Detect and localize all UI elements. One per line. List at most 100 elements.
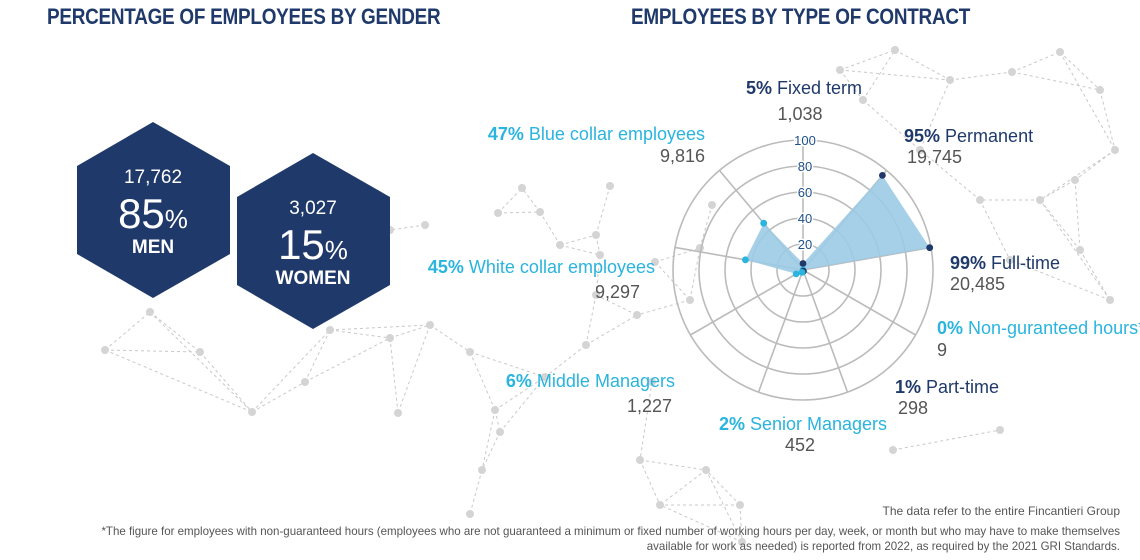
network-link <box>481 431 501 471</box>
network-node <box>146 308 154 316</box>
radar-category-pct: 47% <box>488 124 529 144</box>
radar-category-label: 2% Senior Managers <box>719 414 887 434</box>
network-link <box>559 244 601 256</box>
network-node <box>491 406 499 414</box>
network-link <box>839 69 864 101</box>
radar-category-count: 20,485 <box>950 274 1005 294</box>
network-node <box>101 346 109 354</box>
network-node <box>736 501 744 509</box>
network-link <box>949 71 1013 81</box>
network-link <box>304 329 331 383</box>
network-link <box>397 324 431 414</box>
network-node <box>421 221 429 229</box>
network-link <box>1039 179 1076 201</box>
radar-category-count: 9,297 <box>595 282 640 302</box>
women-hexagon: 3,027 15% WOMEN <box>237 153 390 329</box>
network-node <box>976 196 984 204</box>
radar-category-name: Senior Managers <box>750 414 887 434</box>
radar-spoke <box>757 269 804 393</box>
network-link <box>979 199 1011 261</box>
network-node <box>738 538 746 546</box>
network-link <box>654 261 691 301</box>
network-link <box>104 349 201 353</box>
radar-area <box>745 175 930 274</box>
network-link <box>585 294 597 346</box>
radar-category-pct: 1% <box>895 377 926 397</box>
women-percentage: 15% <box>278 221 348 268</box>
radar-category-label: 99% Full-time <box>950 253 1060 273</box>
network-link <box>539 211 561 246</box>
radar-category-name: Non-guranteed hours* <box>968 318 1140 338</box>
footnote: *The figure for employees with non-guara… <box>101 524 1121 553</box>
network-node <box>466 510 474 518</box>
network-node <box>1071 176 1079 184</box>
network-link <box>469 351 546 378</box>
network-node <box>301 378 309 386</box>
network-link <box>199 351 253 413</box>
network-link <box>595 294 638 316</box>
radar-category-name: Permanent <box>945 126 1033 146</box>
network-node <box>606 182 614 190</box>
network-node <box>596 251 604 259</box>
network-link <box>839 49 896 71</box>
radar-category-label: 6% Middle Managers <box>506 371 675 391</box>
network-link <box>654 247 701 263</box>
radar-category-pct: 95% <box>904 126 945 146</box>
network-node <box>1056 48 1064 56</box>
network-link <box>894 49 951 81</box>
network-node <box>633 311 641 319</box>
network-link <box>329 324 431 331</box>
radar-category-name: Middle Managers <box>537 371 675 391</box>
network-node <box>496 428 504 436</box>
network-link <box>497 211 541 214</box>
network-link <box>304 337 391 383</box>
radar-point <box>760 219 768 227</box>
radar-category-count: 298 <box>898 398 928 418</box>
network-link <box>839 69 951 81</box>
radar-category-count: 1,227 <box>627 396 672 416</box>
network-link <box>705 469 743 543</box>
network-link <box>1039 199 1111 301</box>
network-link <box>104 349 253 413</box>
radar-category-count: 9,816 <box>660 146 705 166</box>
radar-spoke <box>802 269 916 336</box>
network-link <box>429 324 471 353</box>
network-link <box>699 204 713 249</box>
network-link <box>862 49 896 101</box>
network-node <box>636 456 644 464</box>
network-link <box>469 469 483 515</box>
network-link <box>1079 249 1111 301</box>
network-node <box>656 501 664 509</box>
network-node <box>916 146 924 154</box>
network-link <box>389 324 431 339</box>
network-node <box>996 426 1004 434</box>
radar-category-name: Blue collar employees <box>529 124 705 144</box>
radar-category-name: Full-time <box>991 253 1060 273</box>
network-link <box>639 459 661 506</box>
radar-category-label: 47% Blue collar employees <box>488 124 705 144</box>
network-node <box>582 341 590 349</box>
men-pct-number: 85 <box>118 190 165 237</box>
network-node <box>1008 68 1016 76</box>
network-node <box>1106 296 1114 304</box>
network-node <box>394 409 402 417</box>
network-link <box>689 247 701 301</box>
network-link <box>494 376 546 411</box>
network-node <box>889 446 897 454</box>
network-link <box>1039 199 1081 251</box>
women-hexagon-shape <box>237 153 390 329</box>
network-node <box>1111 146 1119 154</box>
radar-point <box>926 244 934 252</box>
radar-category-count: 452 <box>785 435 815 455</box>
women-pct-number: 15 <box>278 221 325 268</box>
radar-tick-label: 40 <box>798 211 812 226</box>
network-link <box>862 99 921 151</box>
radar-point <box>742 256 749 264</box>
network-node <box>702 466 710 474</box>
men-hexagon: 17,762 85% MEN <box>77 122 230 298</box>
radar-tick-label: 60 <box>798 185 812 200</box>
network-node <box>196 348 204 356</box>
radar-category-count: 19,745 <box>907 147 962 167</box>
network-link <box>659 504 743 543</box>
network-link <box>739 504 743 543</box>
